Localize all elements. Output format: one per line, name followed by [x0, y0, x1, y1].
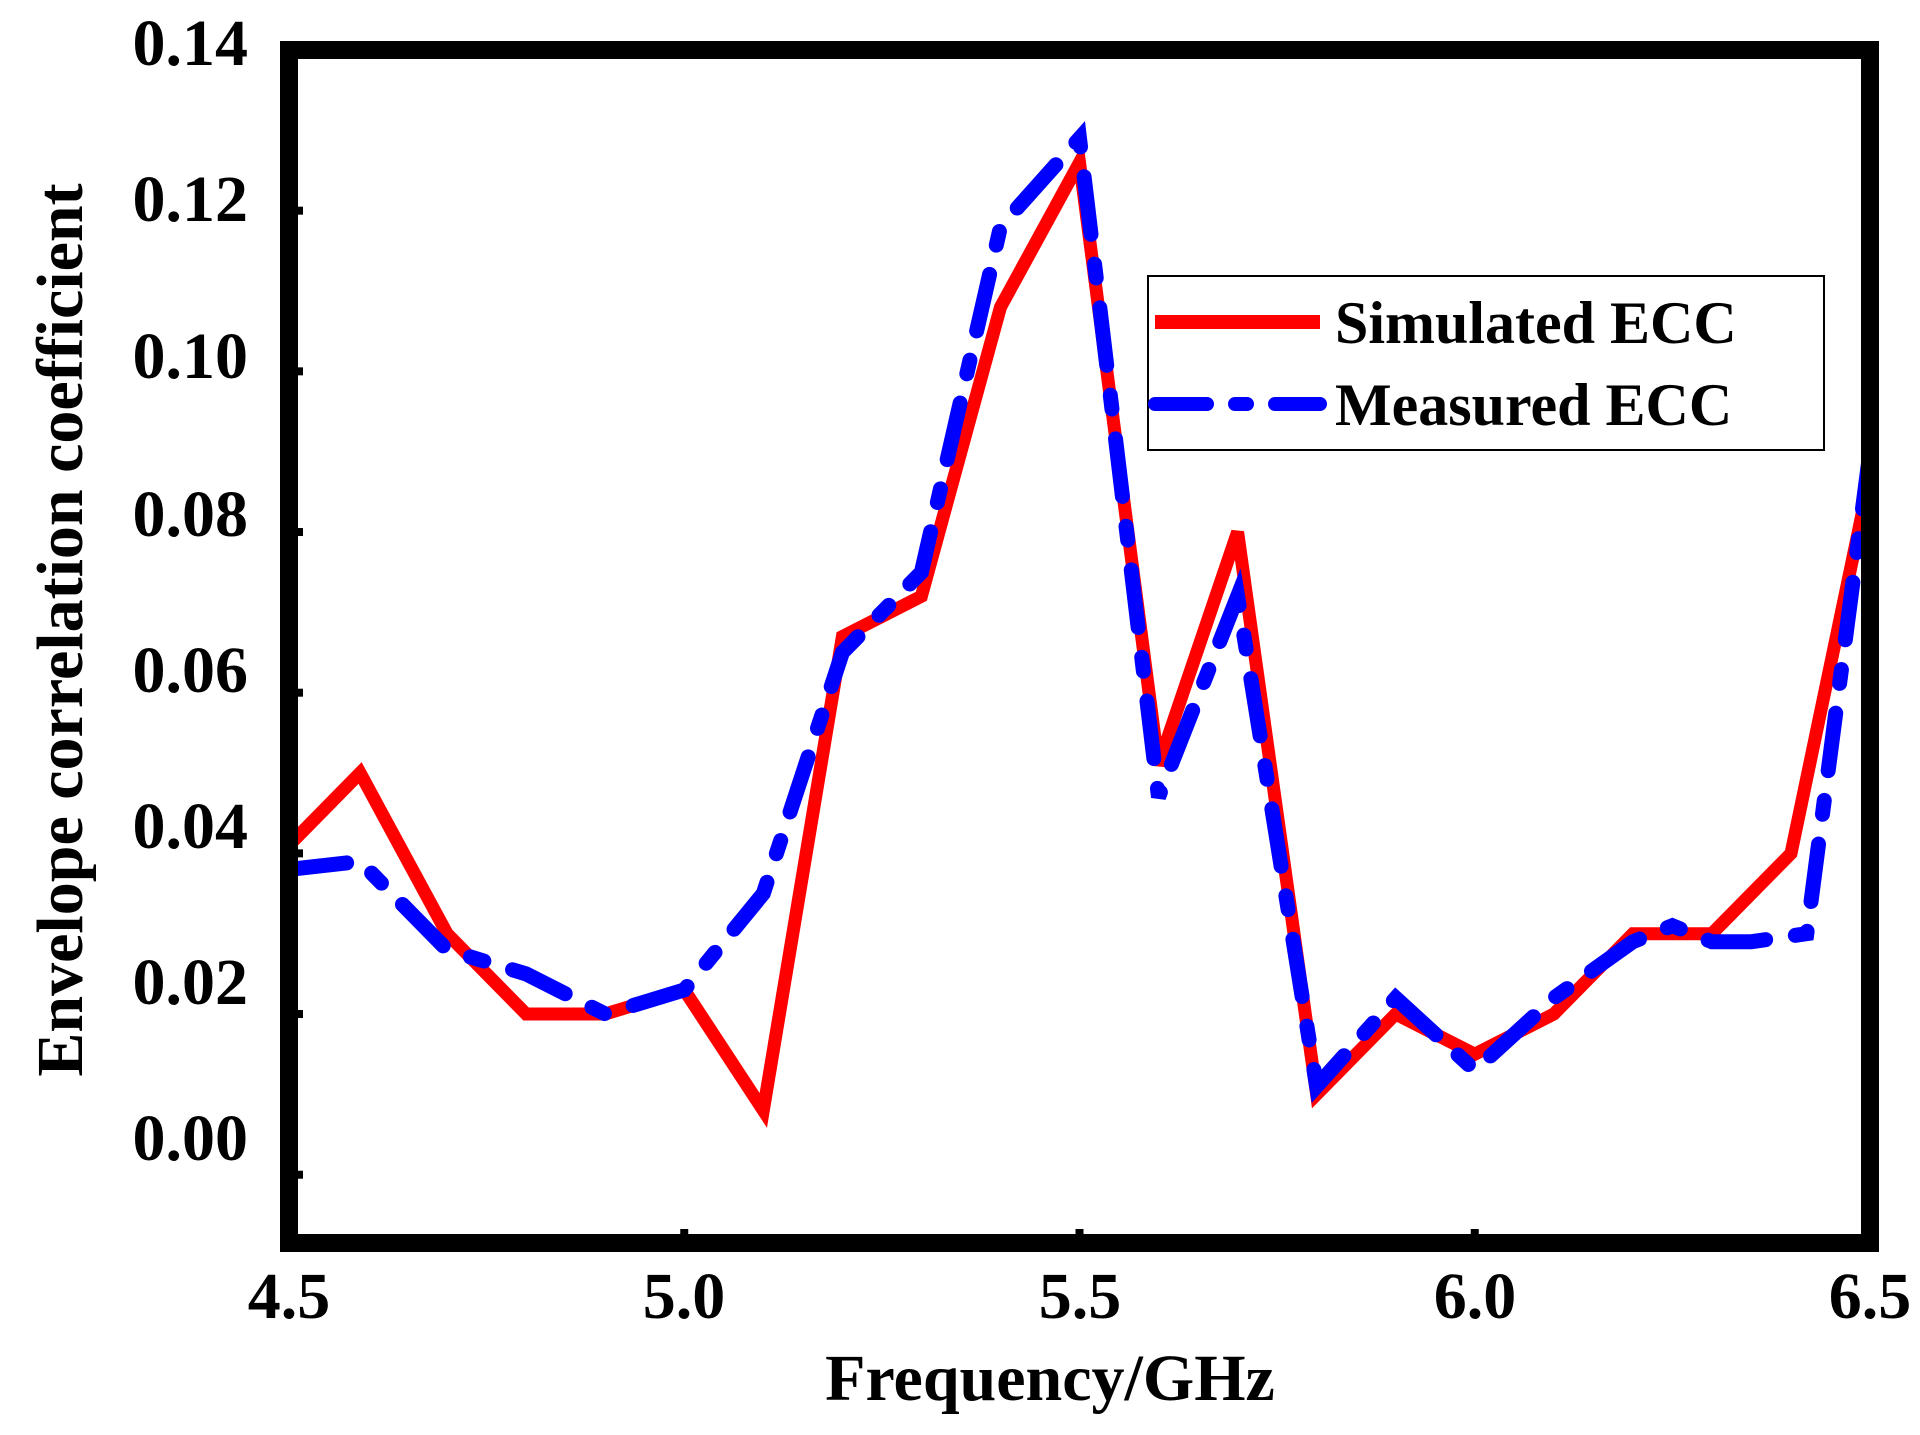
- y-tick-label-0: 0.00: [133, 1102, 249, 1175]
- x-tick-label-2: 5.5: [1039, 1260, 1122, 1333]
- x-tick-label-0: 4.5: [248, 1260, 331, 1333]
- y-tick-label-7: 0.14: [133, 7, 249, 80]
- y-tick-label-6: 0.12: [133, 163, 249, 236]
- legend-label-measured: Measured ECC: [1335, 372, 1732, 438]
- x-axis-title: Frequency/GHz: [825, 1342, 1275, 1415]
- legend: Simulated ECC Measured ECC: [1147, 275, 1825, 451]
- y-axis-title: Envelope correlation coefficient: [24, 183, 97, 1076]
- y-tick-label-3: 0.06: [133, 634, 249, 707]
- legend-label-simulated: Simulated ECC: [1335, 290, 1737, 356]
- x-tick-label-4: 6.5: [1829, 1260, 1912, 1333]
- x-tick-label-1: 5.0: [643, 1260, 726, 1333]
- series-layer: [289, 121, 1870, 1128]
- y-tick-label-1: 0.02: [133, 946, 249, 1019]
- y-tick-label-5: 0.10: [133, 320, 249, 393]
- ticks-layer: [285, 46, 1874, 1243]
- y-tick-label-4: 0.08: [133, 478, 249, 551]
- y-tick-label-2: 0.04: [133, 790, 249, 863]
- series-line-measured: [289, 121, 1870, 1104]
- legend-box: [1147, 275, 1825, 451]
- x-tick-label-3: 6.0: [1434, 1260, 1517, 1333]
